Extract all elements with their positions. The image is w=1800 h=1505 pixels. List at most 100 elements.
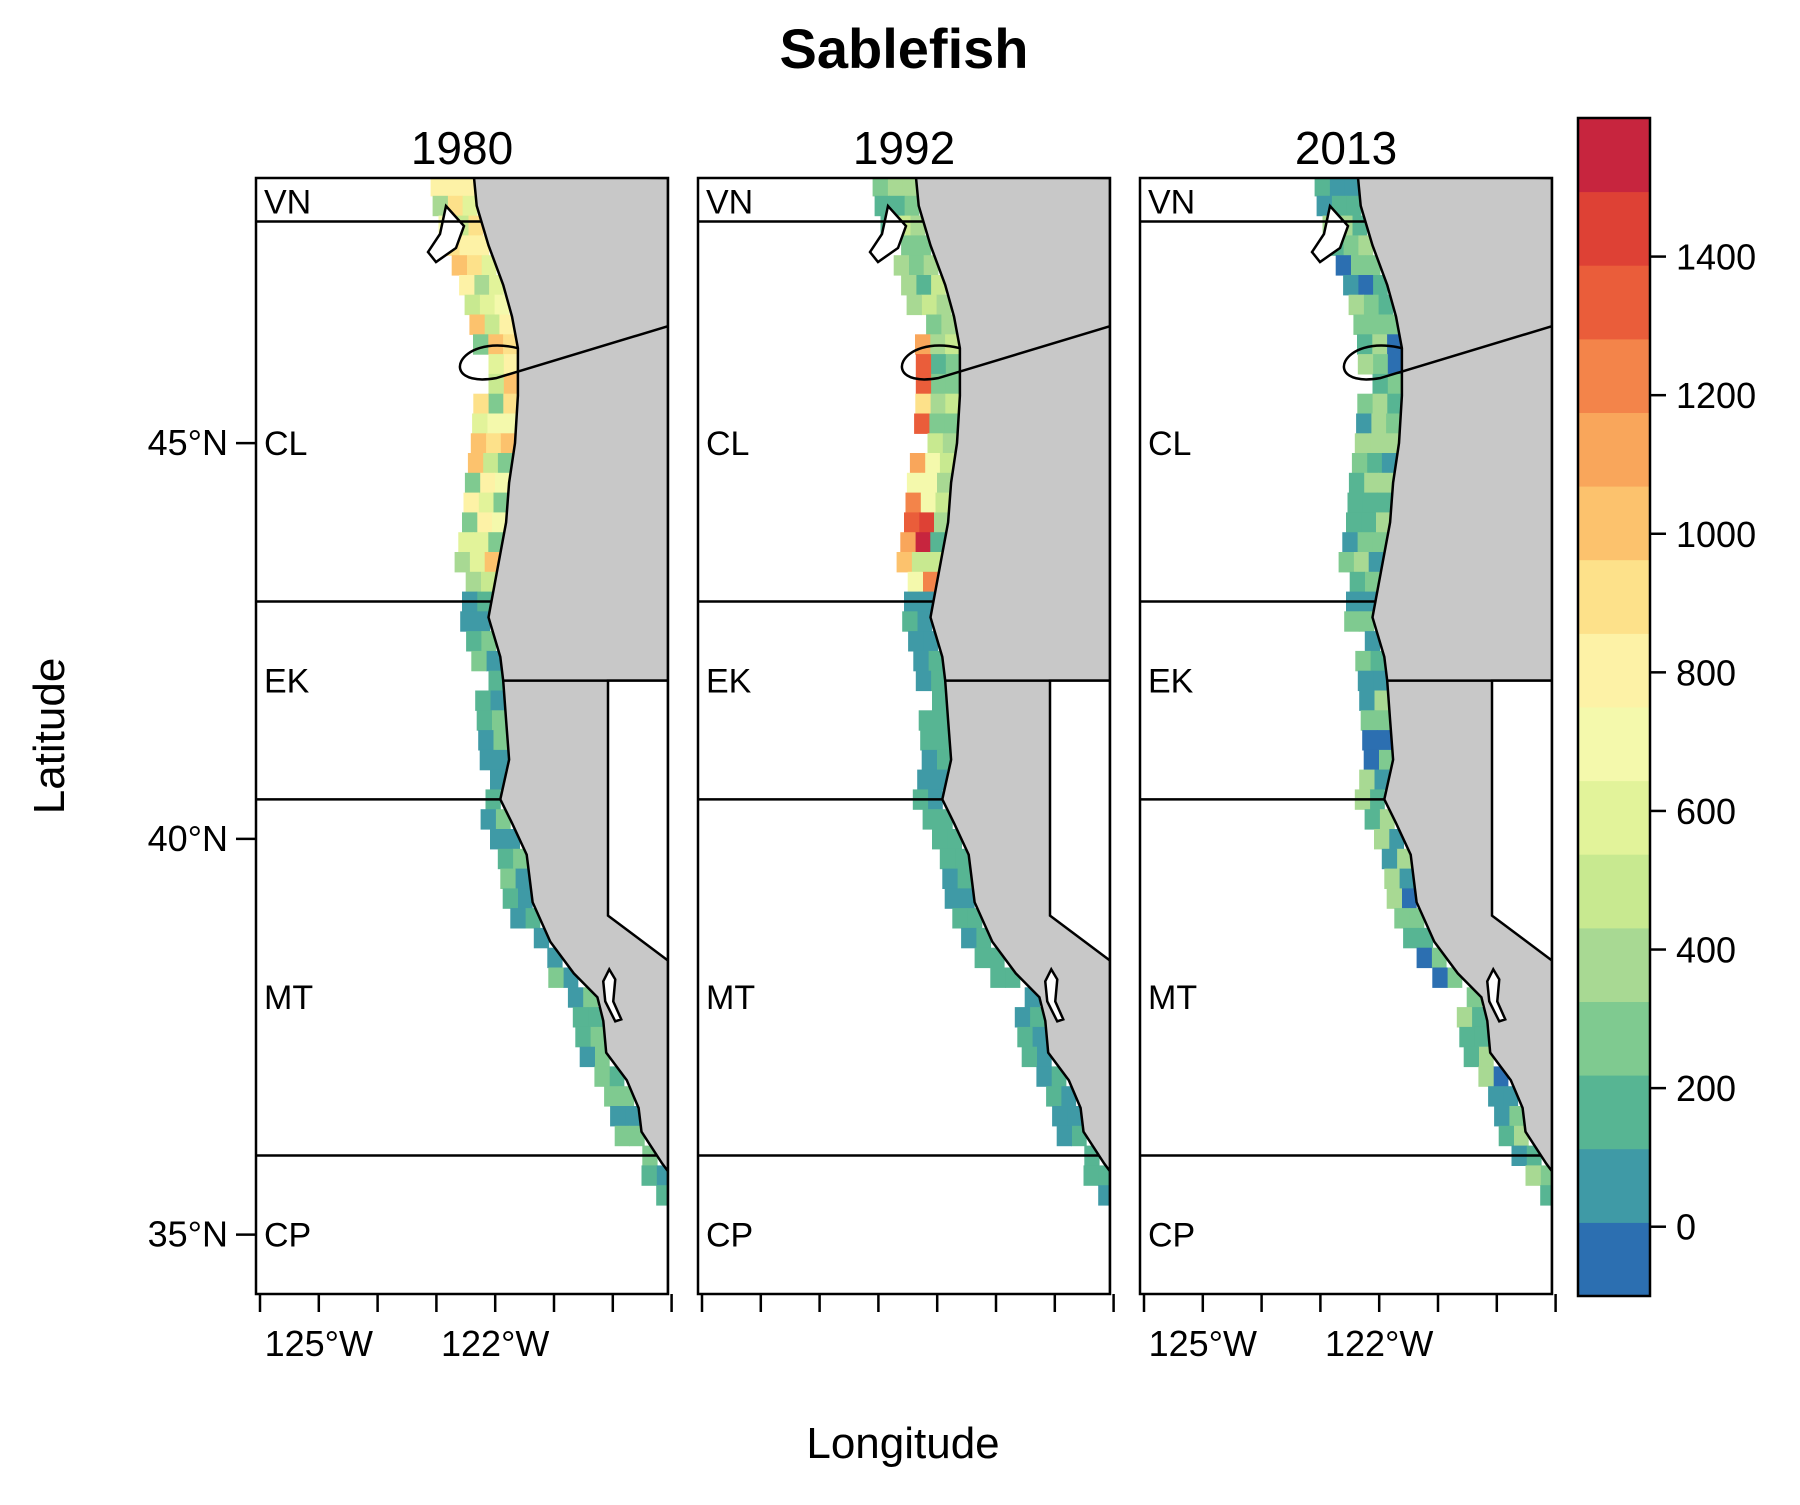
- heatmap-cell: [929, 532, 946, 553]
- heatmap-cell: [942, 433, 958, 454]
- heatmap-cell: [465, 571, 481, 593]
- heatmap-cell: [1372, 393, 1388, 415]
- heatmap-cell: [1113, 1185, 1128, 1205]
- region-label-cl: CL: [1148, 425, 1191, 463]
- heatmap-cell: [1346, 195, 1362, 217]
- region-label-cp: CP: [1148, 1217, 1195, 1255]
- colorbar-swatch: [1578, 707, 1650, 782]
- heatmap-cell: [1387, 354, 1403, 375]
- heatmap-cell: [945, 373, 961, 395]
- heatmap-cell: [1363, 294, 1379, 316]
- heatmap-cell: [467, 453, 484, 474]
- heatmap-cell: [1343, 275, 1359, 296]
- heatmap-cell: [944, 393, 960, 415]
- sf-bay: [1043, 966, 1065, 1023]
- heatmap-cell: [1363, 749, 1379, 771]
- heatmap-cell: [1384, 868, 1400, 889]
- heatmap-cell: [478, 492, 494, 513]
- heatmap-cell: [913, 650, 929, 672]
- heatmap-cell: [930, 393, 946, 415]
- heatmap-cell: [1360, 512, 1376, 533]
- heatmap-cell: [656, 1165, 668, 1186]
- heatmap-cell: [494, 472, 510, 494]
- heatmap-cell: [930, 275, 946, 296]
- y-tick-label: 40°N: [148, 818, 228, 859]
- heatmap-cell: [1362, 730, 1378, 751]
- heatmap-cell: [1357, 354, 1374, 375]
- heatmap-cell: [466, 255, 482, 276]
- heatmap-cell: [1344, 611, 1360, 632]
- heatmap-cell: [1376, 492, 1393, 513]
- region-label-mt: MT: [706, 979, 755, 1017]
- heatmap-cell: [610, 1106, 626, 1127]
- heatmap-cell: [614, 1125, 630, 1147]
- heatmap-cell: [900, 532, 916, 553]
- heatmap-cell: [936, 749, 952, 771]
- heatmap-cell: [478, 730, 494, 751]
- region-label-vn: VN: [1148, 184, 1195, 222]
- heatmap-cell: [491, 710, 507, 731]
- heatmap-cell: [1369, 433, 1385, 454]
- heatmap-cell: [915, 235, 932, 256]
- colorbar-tick-label: 600: [1676, 791, 1736, 832]
- heatmap-cell: [930, 670, 946, 692]
- heatmap-cell: [494, 294, 510, 316]
- heatmap-cell: [1371, 532, 1388, 553]
- heatmap-cell: [936, 472, 952, 494]
- heatmap-cell: [905, 492, 921, 513]
- heatmap-cell: [479, 294, 495, 316]
- heatmap-cell: [934, 730, 951, 751]
- heatmap-cell: [484, 314, 500, 335]
- heatmap-cells: [872, 178, 1128, 1206]
- heatmap-cell: [939, 453, 955, 474]
- heatmap-cell: [915, 393, 931, 415]
- heatmap-cell: [936, 294, 952, 316]
- heatmap-cell: [476, 512, 492, 533]
- heatmap-cell: [1098, 1165, 1110, 1186]
- heatmap-cell: [1376, 730, 1393, 751]
- heatmap-cell: [502, 888, 518, 909]
- heatmap-cell: [1474, 1026, 1490, 1048]
- heatmap-cell: [487, 532, 504, 553]
- heatmap-cell: [1346, 512, 1362, 533]
- heatmap-cell: [932, 829, 948, 850]
- colorbar-swatch: [1578, 633, 1650, 708]
- heatmap-cell: [682, 1205, 697, 1225]
- heatmap-cell: [887, 178, 903, 197]
- heatmap-cell: [930, 354, 946, 375]
- heatmap-cell: [479, 472, 495, 494]
- colorbar-swatch: [1578, 1075, 1650, 1150]
- colorbar-swatch: [1578, 927, 1650, 1002]
- heatmap-cell: [1498, 1125, 1514, 1147]
- heatmap-cell: [926, 552, 942, 573]
- heatmap-cell: [1083, 1165, 1099, 1186]
- colorbar-swatch: [1578, 412, 1650, 487]
- heatmap-cell: [1066, 1106, 1083, 1127]
- wa-or-border: [458, 324, 668, 381]
- heatmap-cell: [922, 809, 938, 830]
- heatmap-cell: [502, 393, 518, 415]
- heatmap-cell: [1368, 314, 1384, 335]
- nevada-area: [1490, 679, 1552, 963]
- heatmap-cell: [1355, 650, 1371, 672]
- heatmap-cell: [921, 294, 937, 316]
- heatmap-cell: [451, 255, 467, 276]
- heatmap-cell: [915, 532, 931, 553]
- heatmap-cell: [1396, 848, 1412, 870]
- colorbar-swatch: [1578, 854, 1650, 929]
- heatmap-cell: [952, 908, 968, 929]
- heatmap-cells: [1314, 178, 1570, 1226]
- x-tick-label: 125°W: [265, 1323, 373, 1364]
- heatmap-cell: [1555, 1185, 1570, 1205]
- heatmap-cell: [944, 334, 960, 355]
- heatmap-cell: [1370, 650, 1386, 672]
- colorbar-swatch: [1578, 1001, 1650, 1076]
- heatmap-cell: [475, 690, 491, 711]
- heatmap-cell: [491, 512, 507, 533]
- heatmap-cell: [1386, 888, 1402, 909]
- colorbar-swatch: [1578, 118, 1650, 193]
- heatmap-cell: [1494, 1106, 1510, 1127]
- heatmap-cell: [1364, 809, 1380, 830]
- heatmap-cell: [473, 393, 489, 415]
- heatmap-cell: [922, 571, 938, 593]
